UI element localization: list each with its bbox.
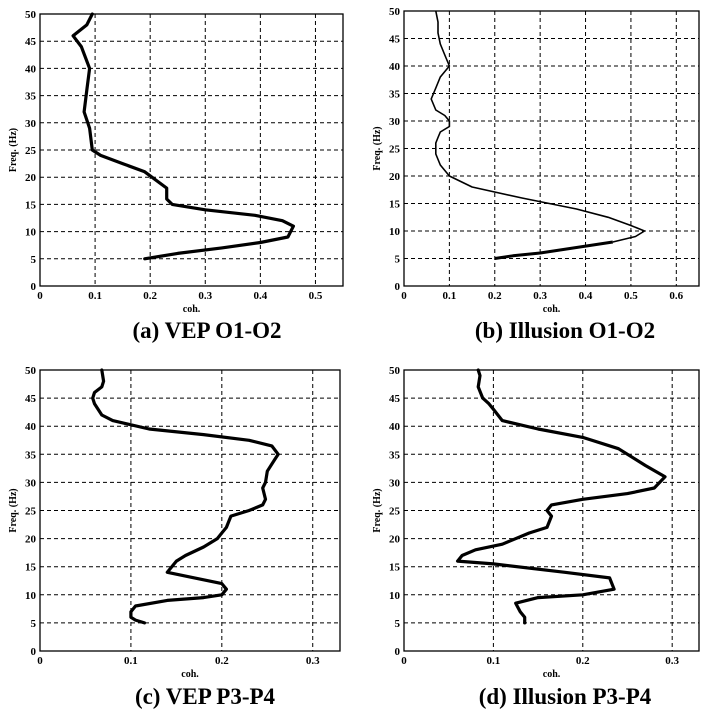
y-tick-label: 20	[389, 171, 401, 183]
x-tick-label: 0	[401, 290, 407, 302]
coherence-curve-lower	[494, 240, 614, 260]
x-axis-label: coh.	[183, 304, 201, 315]
y-tick-label: 40	[25, 63, 37, 75]
y-tick-label: 40	[389, 421, 401, 433]
y-tick-label: 15	[389, 562, 401, 574]
coherence-curve	[456, 368, 667, 625]
chart-panel-a: 0 0.1 0.2 0.3 0.4 0.5 0 5 10 15 20 25 30 35 40 45 50 coh.…	[8, 9, 344, 315]
y-tick-label: 50	[389, 365, 401, 377]
x-tick-label: 0.4	[253, 290, 267, 302]
y-tick-label: 15	[389, 199, 401, 211]
x-axis-label: coh.	[181, 669, 199, 680]
plot-frame	[403, 10, 700, 287]
y-tick-label: 20	[25, 172, 37, 184]
y-tick-label: 30	[389, 116, 401, 128]
x-tick-label: 0	[37, 290, 43, 302]
y-tick-label: 35	[389, 449, 401, 461]
y-tick-label: 20	[25, 534, 37, 546]
y-axis-label: Freq. (Hz)	[372, 488, 383, 532]
y-tick-label: 10	[389, 226, 401, 238]
y-tick-label: 5	[395, 618, 401, 630]
x-tick-label: 0.1	[487, 655, 501, 667]
coherence-curve	[91, 368, 280, 625]
caption-d: (d) Illusion P3-P4	[478, 684, 652, 709]
x-tick-label: 0.4	[579, 290, 593, 302]
y-tick-label: 10	[25, 590, 37, 602]
y-tick-label: 20	[389, 534, 401, 546]
y-axis-label: Freq. (Hz)	[8, 128, 19, 172]
plot-frame	[403, 369, 700, 652]
x-tick-label: 0.2	[143, 290, 157, 302]
y-tick-label: 15	[25, 199, 37, 211]
caption-a: (a) VEP O1-O2	[132, 318, 282, 343]
x-tick-label: 0.3	[533, 290, 547, 302]
x-tick-label: 0.3	[665, 655, 679, 667]
x-tick-label: 0.3	[306, 655, 320, 667]
x-tick-label: 0.3	[198, 290, 212, 302]
plot-frame	[39, 13, 344, 287]
y-tick-label: 40	[389, 61, 401, 73]
x-axis-label: coh.	[543, 304, 561, 315]
y-tick-label: 45	[389, 393, 401, 405]
y-tick-label: 30	[25, 477, 37, 489]
y-tick-label: 25	[25, 506, 37, 518]
coherence-curve-upper	[430, 10, 646, 243]
y-tick-label: 0	[31, 281, 37, 293]
y-tick-label: 40	[25, 421, 37, 433]
x-tick-label: 0.1	[88, 290, 102, 302]
x-tick-label: 0.1	[443, 290, 457, 302]
y-axis-label: Freq. (Hz)	[8, 488, 19, 532]
y-tick-label: 5	[395, 254, 401, 266]
y-tick-label: 10	[25, 227, 37, 239]
coherence-curve	[71, 12, 295, 261]
x-tick-label: 0.1	[124, 655, 138, 667]
x-tick-label: 0	[37, 655, 43, 667]
y-tick-label: 50	[25, 9, 37, 21]
y-tick-label: 50	[389, 6, 401, 18]
y-tick-label: 30	[389, 477, 401, 489]
chart-panel-d: 0 0.1 0.2 0.3 0 5 10 15 20 25 30 35 40 45 50 coh. Freq. …	[372, 365, 700, 680]
y-tick-label: 45	[25, 36, 37, 48]
x-tick-label: 0.5	[309, 290, 323, 302]
y-tick-label: 0	[395, 281, 401, 293]
y-tick-label: 0	[31, 646, 37, 658]
plot-frame	[39, 369, 341, 652]
x-axis-label: coh.	[543, 669, 561, 680]
x-tick-label: 0.5	[624, 290, 638, 302]
y-tick-label: 5	[31, 618, 37, 630]
y-tick-label: 25	[25, 145, 37, 157]
y-tick-label: 25	[389, 144, 401, 156]
y-tick-label: 50	[25, 365, 37, 377]
y-tick-label: 10	[389, 590, 401, 602]
y-tick-label: 25	[389, 506, 401, 518]
x-tick-label: 0.2	[215, 655, 229, 667]
chart-panel-b: 0 0.1 0.2 0.3 0.4 0.5 0.6 0 5 10 15 20 25 30 35 40 45 50 c…	[372, 6, 700, 315]
y-tick-label: 45	[25, 393, 37, 405]
x-tick-label: 0.2	[576, 655, 590, 667]
y-tick-label: 35	[389, 89, 401, 101]
x-tick-label: 0.2	[488, 290, 502, 302]
chart-panel-c: 0 0.1 0.2 0.3 0 5 10 15 20 25 30 35 40 45 50 coh. Freq. …	[8, 365, 341, 680]
x-tick-label: 0.6	[669, 290, 683, 302]
x-tick-label: 0	[401, 655, 407, 667]
y-tick-label: 0	[395, 646, 401, 658]
y-axis-label: Freq. (Hz)	[372, 126, 383, 170]
y-tick-label: 15	[25, 562, 37, 574]
y-tick-label: 5	[31, 254, 37, 266]
y-tick-label: 35	[25, 449, 37, 461]
caption-b: (b) Illusion O1-O2	[474, 318, 656, 343]
y-tick-label: 45	[389, 34, 401, 46]
y-tick-label: 30	[25, 118, 37, 130]
caption-c: (c) VEP P3-P4	[134, 684, 276, 709]
y-tick-label: 35	[25, 91, 37, 103]
